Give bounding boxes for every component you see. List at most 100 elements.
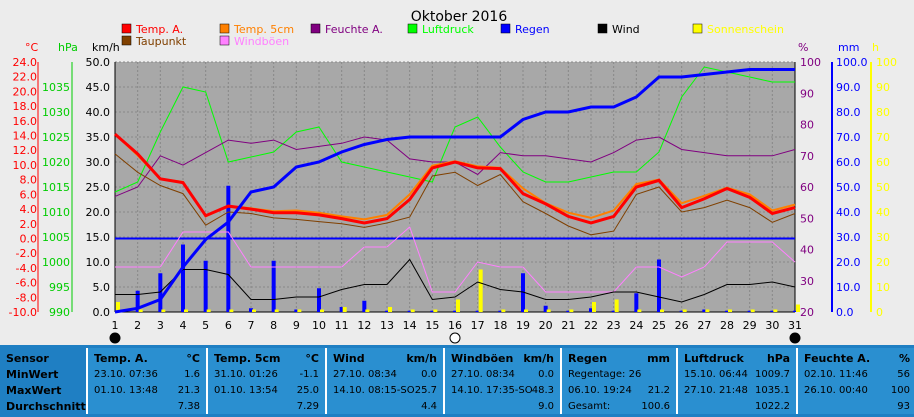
x-tick-label: 24 xyxy=(629,319,643,332)
legend: Temp. A. Temp. 5cm Feuchte A. Luftdruck Rege… xyxy=(121,23,784,48)
pressure-unit-label: hPa xyxy=(58,41,78,54)
stats-column-unit: hPa xyxy=(766,352,790,365)
max-date: 14.10. 17:35-SO xyxy=(451,385,533,396)
x-tick-label: 29 xyxy=(743,319,757,332)
min-value: 56 xyxy=(897,369,910,380)
sun-tick-label: 0 xyxy=(876,306,883,319)
legend-swatch xyxy=(219,23,230,34)
axis-units: °C hPa km/h% mm h xyxy=(25,41,879,54)
humidity-tick-label: 100 xyxy=(800,56,821,69)
temp-tick-label: 6.0 xyxy=(20,188,38,201)
x-tick-label: 2 xyxy=(134,319,141,332)
temp-tick-label: 10.0 xyxy=(13,159,38,172)
wind-tick-label: 45.0 xyxy=(86,81,111,94)
sunshine-bar xyxy=(229,309,234,312)
gusts-line xyxy=(115,226,796,293)
max-label: MaxWert xyxy=(6,384,62,397)
rain-tick-label: 80.0 xyxy=(836,106,861,119)
sun-tick-label: 80 xyxy=(876,106,890,119)
max-value: 25.7 xyxy=(414,385,437,396)
sunshine-bar xyxy=(501,309,506,312)
chart-title: Oktober 2016 xyxy=(411,9,508,25)
max-date: 01.10. 13:48 xyxy=(94,385,158,396)
rain-daily-bar xyxy=(430,310,435,312)
max-value: 48.3 xyxy=(531,385,554,396)
max-date: 26.10. 00:40 xyxy=(804,385,868,396)
stats-column-unit: % xyxy=(898,352,910,365)
rain-daily-bar xyxy=(770,310,775,312)
sun-tick-label: 50 xyxy=(876,181,890,194)
x-tick-label: 5 xyxy=(202,319,209,332)
x-tick-label: 28 xyxy=(720,319,734,332)
x-tick-label: 14 xyxy=(403,319,417,332)
min-date: 27.10. 08:34 xyxy=(451,369,515,380)
stats-column: Windböen km/h 27.10. 08:34 0.0 14.10. 17:35-… xyxy=(443,348,560,414)
x-tick-label: 19 xyxy=(516,319,530,332)
pressure-tick-label: 1035 xyxy=(42,81,70,94)
stats-column-name: Windböen xyxy=(451,352,514,365)
sunshine-bar xyxy=(569,309,574,312)
x-tick-label: 26 xyxy=(675,319,689,332)
min-value: -1.1 xyxy=(299,369,319,380)
wind-tick-label: 0.0 xyxy=(93,306,111,319)
x-tick-label: 23 xyxy=(607,319,621,332)
x-tick-label: 22 xyxy=(584,319,598,332)
rain-daily-bar xyxy=(679,310,684,312)
x-tick-label: 27 xyxy=(697,319,711,332)
x-tick-label: 1 xyxy=(112,319,119,332)
rain-daily-bar xyxy=(498,310,503,312)
sunshine-bar xyxy=(433,309,438,312)
rain-tick-label: 70.0 xyxy=(836,131,861,144)
humidity-tick-label: 80 xyxy=(800,119,814,132)
legend-label: Wind xyxy=(612,23,640,36)
rain-daily-bar xyxy=(702,309,707,312)
sun-tick-label: 90 xyxy=(876,81,890,94)
avg-value: 9.0 xyxy=(538,401,554,412)
rain-daily-bar xyxy=(793,310,797,312)
temp-tick-label: -4.0 xyxy=(16,262,37,275)
stats-column: Temp. 5cm °C 31.10. 01:26 -1.1 01.10. 13:54 2… xyxy=(206,348,325,414)
x-tick-label: 8 xyxy=(270,319,277,332)
rain-tick-label: 50.0 xyxy=(836,181,861,194)
x-tick-label: 18 xyxy=(493,319,507,332)
rain-daily-bar xyxy=(543,305,548,312)
rain-daily-bar xyxy=(226,185,231,312)
stats-column-unit: °C xyxy=(305,352,319,365)
max-value: 25.0 xyxy=(296,385,319,396)
avg-value: 7.29 xyxy=(296,401,319,412)
max-value: 1035.1 xyxy=(755,385,790,396)
rain-daily-bar xyxy=(453,310,457,312)
min-value: 0.0 xyxy=(538,369,554,380)
rain-daily-bar xyxy=(362,300,367,312)
sun-tick-label: 10 xyxy=(876,281,890,294)
rain-tick-label: 40.0 xyxy=(836,206,861,219)
sunshine-bar xyxy=(614,299,619,312)
sunshine-bar xyxy=(116,302,120,312)
rain-tick-label: 100.0 xyxy=(836,56,868,69)
rain-tick-label: 60.0 xyxy=(836,156,861,169)
pressure-tick-label: 1015 xyxy=(42,181,70,194)
x-tick-label: 10 xyxy=(312,319,326,332)
rain-daily-bar xyxy=(317,288,321,312)
max-date: 01.10. 13:54 xyxy=(214,385,278,396)
sunshine-bar xyxy=(796,304,800,312)
rain-daily-bar xyxy=(634,293,639,312)
wind-tick-label: 25.0 xyxy=(86,181,111,194)
sunshine-bar xyxy=(478,269,483,312)
avg-label: Durchschnitt xyxy=(6,400,86,413)
series-lines xyxy=(114,66,796,314)
max-value: 21.3 xyxy=(177,385,200,396)
temp-tick-label: -8.0 xyxy=(16,291,37,304)
rain-daily-bar xyxy=(589,308,593,312)
min-date: 23.10. 07:36 xyxy=(94,369,158,380)
moon-new-icon xyxy=(789,332,801,344)
wind-tick-label: 15.0 xyxy=(86,231,111,244)
pressure-tick-label: 1030 xyxy=(42,106,70,119)
sunshine-bar xyxy=(592,302,596,312)
sunshine-bar xyxy=(138,309,143,312)
rain-daily-bar xyxy=(521,273,525,312)
sunshine-bar xyxy=(728,309,732,312)
rain-cumulative-line xyxy=(114,68,795,314)
legend-label: Regen xyxy=(515,23,550,36)
sunshine-bar xyxy=(297,309,302,312)
